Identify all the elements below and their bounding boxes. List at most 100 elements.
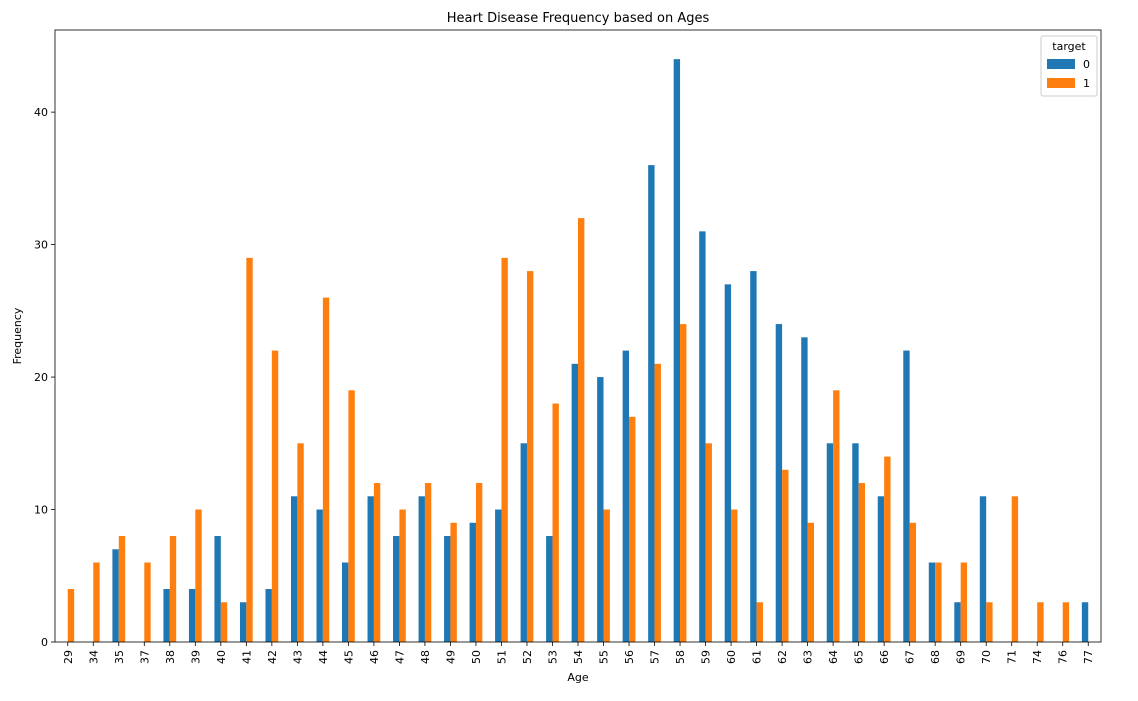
bar-target-0-age-61 bbox=[750, 271, 757, 642]
x-tick-label: 74 bbox=[1031, 650, 1044, 664]
bar-target-1-age-69 bbox=[960, 562, 968, 642]
bar-target-1-age-34 bbox=[93, 562, 100, 642]
bar-target-0-age-57 bbox=[648, 165, 655, 642]
bar-target-1-age-39 bbox=[195, 509, 202, 642]
bar-target-0-age-51 bbox=[495, 509, 502, 642]
bar-target-1-age-35 bbox=[118, 536, 126, 642]
bar-target-0-age-41 bbox=[239, 602, 247, 642]
bar-target-1-age-45 bbox=[348, 390, 355, 642]
x-tick-label: 66 bbox=[878, 650, 891, 664]
x-tick-label: 68 bbox=[929, 650, 942, 664]
y-tick-label: 10 bbox=[34, 504, 48, 517]
x-tick-label: 56 bbox=[623, 650, 636, 664]
y-tick-label: 0 bbox=[41, 636, 48, 649]
bar-target-0-age-39 bbox=[188, 589, 196, 642]
x-tick-label: 69 bbox=[955, 650, 968, 664]
legend-label-1: 1 bbox=[1083, 77, 1090, 90]
bar-target-0-age-53 bbox=[546, 536, 553, 642]
x-tick-label: 37 bbox=[138, 650, 151, 664]
bar-target-0-age-49 bbox=[444, 536, 451, 642]
bar-target-1-age-74 bbox=[1037, 602, 1044, 642]
x-tick-label: 71 bbox=[1006, 650, 1019, 664]
bar-target-1-age-48 bbox=[424, 483, 432, 642]
legend-title: target bbox=[1052, 40, 1086, 53]
x-tick-label: 64 bbox=[827, 650, 840, 664]
bar-target-0-age-52 bbox=[520, 443, 527, 642]
x-tick-label: 61 bbox=[751, 650, 764, 664]
bar-target-1-age-38 bbox=[169, 536, 177, 642]
bar-target-1-age-41 bbox=[246, 257, 253, 642]
bar-target-0-age-35 bbox=[112, 549, 119, 642]
x-tick-label: 35 bbox=[113, 650, 126, 664]
bar-target-1-age-64 bbox=[833, 390, 840, 642]
bar-target-0-age-65 bbox=[852, 443, 859, 642]
bar-target-0-age-62 bbox=[775, 324, 783, 642]
bar-target-1-age-29 bbox=[67, 589, 75, 642]
x-tick-label: 47 bbox=[393, 650, 406, 664]
bar-target-1-age-66 bbox=[884, 456, 891, 642]
bar-target-1-age-43 bbox=[297, 443, 304, 642]
bar-target-1-age-44 bbox=[322, 297, 330, 642]
bar-target-0-age-40 bbox=[214, 536, 221, 642]
bar-target-1-age-52 bbox=[526, 271, 534, 642]
x-tick-label: 39 bbox=[189, 650, 202, 664]
bar-target-1-age-60 bbox=[731, 509, 738, 642]
x-tick-label: 43 bbox=[291, 650, 304, 664]
x-tick-label: 67 bbox=[904, 650, 917, 664]
bar-target-0-age-64 bbox=[826, 443, 834, 642]
x-tick-label: 40 bbox=[215, 650, 228, 664]
bar-target-0-age-68 bbox=[928, 562, 936, 642]
bar-target-0-age-77 bbox=[1081, 602, 1089, 642]
x-axis-title: Age bbox=[567, 671, 589, 684]
bar-target-1-age-37 bbox=[144, 562, 151, 642]
bar-target-0-age-63 bbox=[801, 337, 808, 642]
x-tick-label: 45 bbox=[342, 650, 355, 664]
x-tick-label: 34 bbox=[87, 650, 100, 664]
bar-target-0-age-42 bbox=[265, 589, 272, 642]
x-tick-label: 52 bbox=[521, 650, 534, 664]
bar-target-0-age-38 bbox=[163, 589, 170, 642]
y-tick-label: 20 bbox=[34, 371, 48, 384]
x-tick-label: 42 bbox=[266, 650, 279, 664]
bar-target-1-age-71 bbox=[1011, 496, 1019, 642]
x-tick-label: 65 bbox=[853, 650, 866, 664]
bar-target-1-age-56 bbox=[629, 416, 636, 642]
bar-target-0-age-50 bbox=[469, 522, 476, 642]
bar-target-0-age-59 bbox=[699, 231, 706, 642]
bar-target-0-age-69 bbox=[954, 602, 961, 642]
x-tick-label: 76 bbox=[1057, 650, 1070, 664]
bar-target-1-age-57 bbox=[654, 363, 661, 642]
bar-target-0-age-58 bbox=[673, 59, 681, 642]
legend-swatch-1 bbox=[1047, 78, 1075, 88]
legend-swatch-0 bbox=[1047, 59, 1075, 69]
x-tick-label: 38 bbox=[164, 650, 177, 664]
bar-target-0-age-70 bbox=[979, 496, 987, 642]
legend-label-0: 0 bbox=[1083, 58, 1090, 71]
bar-target-1-age-51 bbox=[501, 257, 508, 642]
bar-target-1-age-68 bbox=[935, 562, 942, 642]
bar-target-1-age-59 bbox=[705, 443, 712, 642]
x-tick-label: 51 bbox=[495, 650, 508, 664]
plot-frame bbox=[54, 29, 1102, 643]
x-tick-label: 29 bbox=[62, 650, 75, 664]
x-tick-label: 60 bbox=[725, 650, 738, 664]
y-axis: 0 10 20 30 40 bbox=[34, 106, 55, 649]
bar-target-1-age-47 bbox=[399, 509, 406, 642]
bar-target-0-age-60 bbox=[724, 284, 732, 642]
bar-target-1-age-49 bbox=[450, 522, 457, 642]
bar-target-1-age-58 bbox=[680, 324, 687, 642]
bar-target-1-age-61 bbox=[756, 602, 763, 642]
legend: target 0 1 bbox=[1040, 35, 1098, 97]
bar-target-0-age-56 bbox=[622, 350, 630, 642]
x-tick-label: 59 bbox=[700, 650, 713, 664]
x-tick-label: 58 bbox=[674, 650, 687, 664]
x-tick-label: 62 bbox=[776, 650, 789, 664]
x-axis: 29 34 35 37 38 39 40 41 42 43 44 45 46 47 48 49 50 51 52 53… bbox=[62, 642, 1095, 664]
bar-target-1-age-67 bbox=[909, 522, 917, 642]
bar-target-0-age-55 bbox=[597, 377, 604, 642]
bar-target-0-age-67 bbox=[903, 350, 910, 642]
x-tick-label: 55 bbox=[598, 650, 611, 664]
bar-target-0-age-45 bbox=[342, 562, 349, 642]
bar-target-1-age-76 bbox=[1062, 602, 1070, 642]
